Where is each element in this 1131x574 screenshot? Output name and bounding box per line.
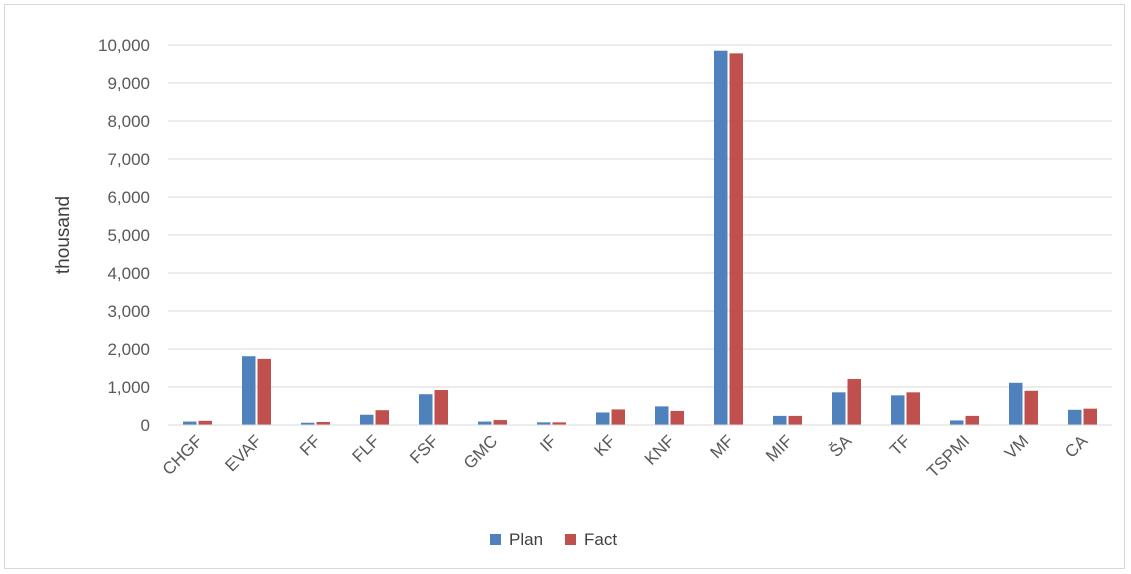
legend-label-fact: Fact bbox=[584, 530, 617, 549]
bar-fact-flf bbox=[375, 410, 389, 425]
bar-fact-gmc bbox=[493, 420, 507, 425]
y-tick-label: 5,000 bbox=[107, 226, 150, 245]
bar-fact-knf bbox=[670, 410, 684, 425]
x-tick-label: CA bbox=[1061, 431, 1092, 462]
legend-label-plan: Plan bbox=[509, 530, 543, 549]
x-tick-label: VM bbox=[1001, 431, 1032, 462]
bar-plan-fsf bbox=[419, 394, 433, 425]
chart-frame bbox=[4, 4, 1125, 569]
bar-plan-ca bbox=[1068, 409, 1082, 425]
bar-plan-ff bbox=[301, 422, 315, 425]
bar-plan-vm bbox=[1009, 382, 1023, 425]
bar-fact-ff bbox=[316, 421, 330, 425]
bar-fact-kf bbox=[611, 409, 625, 425]
x-tick-label: MF bbox=[707, 431, 738, 462]
bar-plan-kf bbox=[596, 412, 610, 425]
y-tick-label: 6,000 bbox=[107, 188, 150, 207]
x-tick-label: CHGF bbox=[159, 431, 206, 478]
x-tick-label: FSF bbox=[406, 431, 442, 467]
bar-plan-if bbox=[537, 422, 551, 425]
y-tick-label: 0 bbox=[141, 416, 150, 435]
x-tick-label: IF bbox=[536, 431, 560, 455]
x-tick-label: MIF bbox=[762, 431, 796, 465]
legend-swatch-fact bbox=[565, 534, 576, 545]
bar-plan-tf bbox=[891, 395, 905, 425]
y-tick-label: 8,000 bbox=[107, 112, 150, 131]
x-tick-label: TF bbox=[886, 431, 914, 459]
x-tick-label: EVAF bbox=[221, 431, 265, 475]
bar-fact-chgf bbox=[198, 420, 212, 425]
x-tick-label: KF bbox=[591, 431, 620, 460]
y-tick-label: 4,000 bbox=[107, 264, 150, 283]
x-tick-label: ŠA bbox=[826, 431, 856, 461]
bar-fact-tspmi bbox=[965, 415, 979, 425]
bar-plan-evaf bbox=[242, 356, 256, 425]
y-tick-label: 3,000 bbox=[107, 302, 150, 321]
bar-fact-if bbox=[552, 422, 566, 425]
bar-plan-mf bbox=[714, 50, 728, 425]
bar-fact-mif bbox=[788, 415, 802, 425]
bar-plan-flf bbox=[360, 414, 374, 425]
legend-swatch-plan bbox=[490, 534, 501, 545]
bar-plan-knf bbox=[655, 406, 669, 425]
bar-plan-mif bbox=[773, 415, 787, 425]
y-tick-label: 1,000 bbox=[107, 378, 150, 397]
x-tick-label: GMC bbox=[460, 431, 501, 472]
bar-fact-mf bbox=[729, 53, 743, 426]
bar-fact-ca bbox=[1083, 408, 1097, 425]
bar-plan-tspmi bbox=[950, 420, 964, 425]
x-tick-label: KNF bbox=[641, 431, 678, 468]
bar-plan-chgf bbox=[183, 421, 197, 425]
bar-plan-ša bbox=[832, 392, 846, 425]
y-tick-label: 10,000 bbox=[98, 36, 150, 55]
y-axis-title: thousand bbox=[53, 196, 74, 274]
bar-fact-tf bbox=[906, 392, 920, 425]
bar-fact-fsf bbox=[434, 390, 448, 425]
bar-plan-gmc bbox=[478, 421, 492, 425]
y-tick-label: 2,000 bbox=[107, 340, 150, 359]
x-tick-label: FF bbox=[296, 431, 324, 459]
bar-fact-vm bbox=[1024, 390, 1038, 425]
bar-fact-ša bbox=[847, 379, 861, 425]
x-tick-label: TSPMI bbox=[923, 431, 973, 481]
y-tick-label: 9,000 bbox=[107, 74, 150, 93]
y-tick-label: 7,000 bbox=[107, 150, 150, 169]
bar-fact-evaf bbox=[257, 358, 271, 425]
x-tick-label: FLF bbox=[349, 431, 384, 466]
